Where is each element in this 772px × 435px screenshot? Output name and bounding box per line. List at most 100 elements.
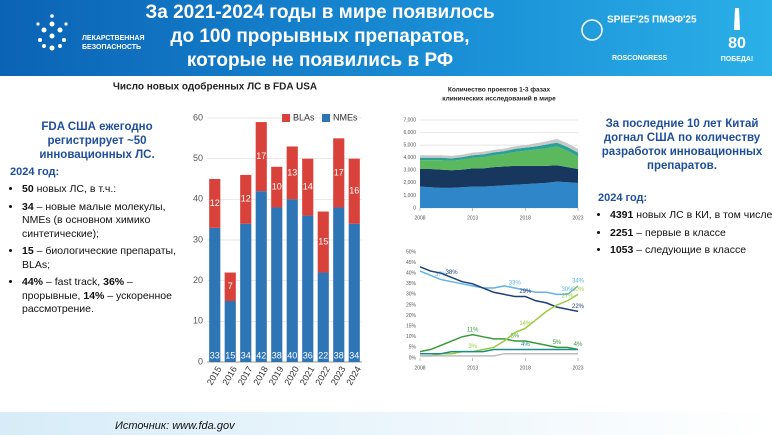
chart-title: Количество проектов 1-3 фазах	[448, 87, 551, 94]
y-tick-label: 45%	[406, 260, 417, 266]
source: Источник: www.fda.gov	[115, 420, 236, 432]
data-label: 11%	[467, 327, 479, 333]
bar-segment	[348, 223, 360, 362]
y-tick-label: 2,000	[403, 180, 416, 186]
y-tick-label: 60	[193, 112, 203, 122]
line	[420, 293, 579, 357]
y-tick-label: 20	[193, 275, 203, 285]
line	[419, 266, 579, 313]
x-tick-label: 2018	[251, 365, 270, 387]
logo-text: ПМЭФ'25	[652, 15, 697, 26]
bar-segment	[286, 199, 298, 362]
bullet-text: – новые малые молекулы, NMEs (в основном…	[22, 200, 166, 240]
x-tick-label: 2022	[313, 365, 332, 387]
logo-text: ЛЕКАРСТВЕННАЯ	[82, 35, 144, 42]
data-label: 37%	[435, 272, 448, 278]
y-tick-label: 50%	[406, 249, 417, 255]
y-tick-label: 10%	[406, 334, 417, 340]
bar-label: 38	[272, 350, 282, 360]
x-tick-label: 2015	[205, 365, 224, 387]
title-line: до 100 прорывных препаратов,	[170, 26, 469, 47]
bar-label: 34	[241, 350, 251, 360]
x-tick-label: 2013	[467, 215, 478, 221]
x-tick-label: 2023	[572, 215, 583, 221]
bar-segment	[240, 223, 252, 362]
bullet-text: – первые в классе	[633, 226, 726, 239]
right-subheading: 2024 год:	[598, 192, 648, 204]
area	[420, 181, 578, 208]
area	[420, 138, 578, 159]
left-heading: FDA США ежегодно регистрирует ~50 иннова…	[39, 121, 155, 161]
y-tick-label: 30%	[406, 292, 417, 298]
x-tick-label: 2023	[329, 365, 348, 387]
bullet: 2251 – первые в классе	[610, 227, 772, 241]
bar-label: 22	[318, 350, 328, 360]
data-label: 4%	[574, 342, 583, 348]
x-tick-label: 2018	[520, 365, 531, 371]
bar-segment	[209, 227, 221, 362]
x-tick-label: 2020	[282, 365, 301, 387]
bar-segment	[302, 215, 314, 362]
data-label: 38%	[446, 270, 459, 276]
bar-label: 17	[334, 167, 344, 177]
chart-title: Число новых одобренных ЛС в FDA USA	[113, 81, 317, 93]
data-label: 14%	[519, 321, 532, 327]
logo-text: БЕЗОПАСНОСТЬ	[82, 44, 141, 51]
logo-text: ПОБЕДА!	[721, 56, 754, 63]
area	[420, 142, 578, 161]
y-tick-label: 30	[193, 234, 203, 244]
y-tick-label: 15%	[406, 324, 417, 330]
bar-label: 42	[256, 350, 266, 360]
data-label: 33%	[509, 281, 522, 287]
data-label: 30%	[572, 287, 585, 293]
bullet-bold: 2251	[610, 226, 634, 239]
x-tick-label: 2017	[236, 365, 255, 387]
bar-segment	[271, 166, 283, 208]
y-tick-label: 0%	[409, 355, 417, 361]
bar-segment	[333, 138, 345, 208]
data-label: 29%	[519, 289, 532, 295]
bar-label: 12	[241, 194, 251, 204]
bar-label: 7	[228, 281, 233, 291]
x-tick-label: 2008	[414, 365, 425, 371]
y-tick-label: 6,000	[403, 130, 416, 136]
chart-title: клинических исследований в мире	[442, 95, 556, 103]
x-tick-label: 2019	[267, 365, 286, 387]
right-heading: За последние 10 лет Китай догнал США по …	[601, 118, 763, 172]
left-subheading: 2024 год:	[10, 166, 60, 178]
y-tick-label: 40%	[406, 271, 417, 277]
x-tick-label: 2021	[298, 365, 317, 387]
x-tick-label: 2016	[220, 365, 239, 387]
bar-label: 12	[210, 198, 220, 208]
bullet-text: – fast track,	[43, 276, 104, 288]
x-tick-label: 2013	[467, 365, 478, 371]
x-tick-label: 2018	[520, 215, 531, 221]
bullet-bold: 15	[22, 245, 34, 257]
title-line: За 2021-2024 годы в мире появилось	[145, 2, 494, 23]
area	[420, 165, 578, 188]
data-label: 27%	[561, 293, 574, 299]
line	[419, 333, 579, 353]
line	[420, 353, 578, 357]
data-label: 3%	[468, 344, 477, 350]
y-tick-label: 0	[198, 356, 203, 366]
bar-label: 33	[210, 350, 220, 360]
data-label: 4%	[521, 342, 530, 348]
legend-swatch	[322, 114, 330, 122]
bar-label: 38	[334, 350, 344, 360]
bar-segment	[271, 207, 283, 362]
y-tick-label: 5,000	[403, 142, 416, 148]
bar-label: 10	[272, 182, 282, 192]
bullet: 50 новых ЛС, в т.ч.:	[22, 183, 194, 197]
data-label: 30%	[561, 287, 574, 293]
y-tick-label: 1,000	[403, 193, 416, 199]
legend-label: NMEs	[333, 112, 358, 122]
y-tick-label: 20%	[406, 313, 417, 319]
bar-segment	[240, 174, 252, 224]
y-tick-label: 5%	[409, 345, 417, 351]
bullet: 44% – fast track, 36% – прорывные, 14% –…	[22, 276, 194, 317]
y-tick-label: 35%	[406, 281, 417, 287]
bullet-text: новых ЛС, в т.ч.:	[33, 183, 117, 195]
bar-label: 16	[349, 186, 359, 196]
